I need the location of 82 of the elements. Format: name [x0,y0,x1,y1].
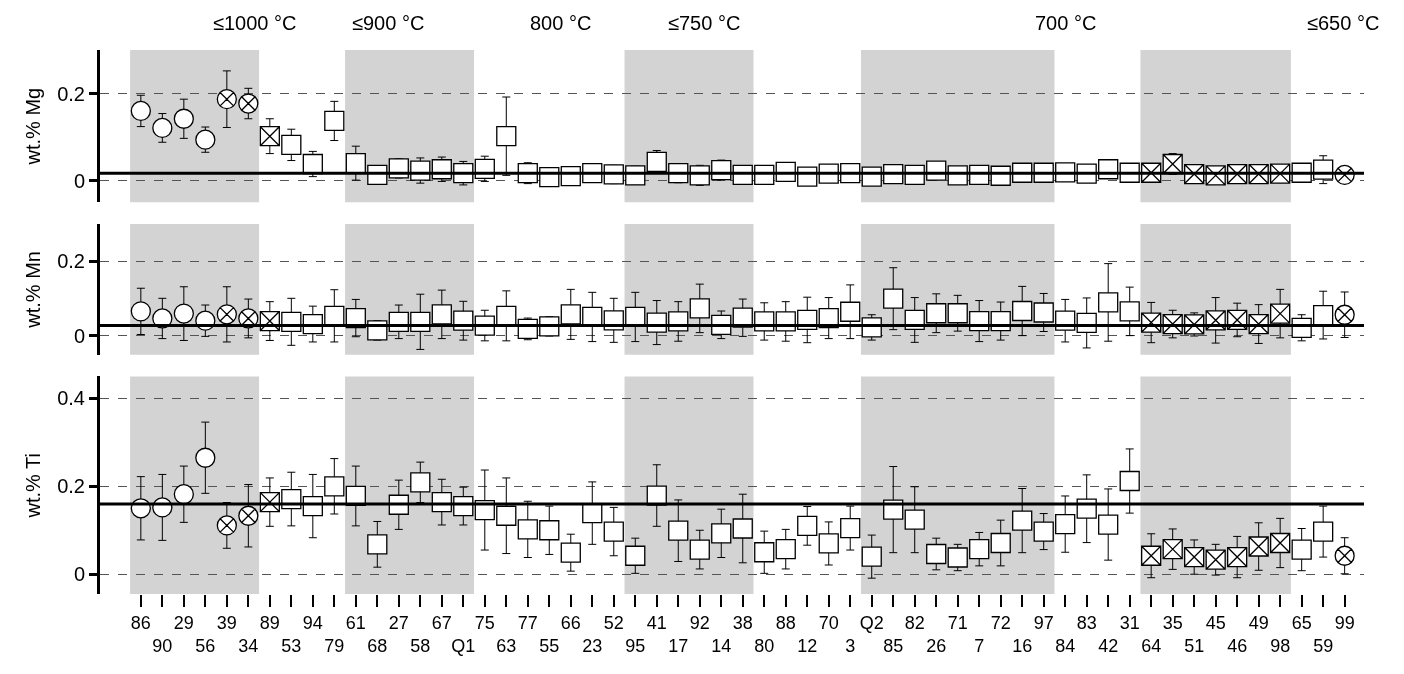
y-axis-title: wt.% Mn [21,251,44,329]
x-tick-label: 89 [259,612,280,633]
text: 800 °C [530,12,592,34]
text: ≤1000 °C [213,12,297,34]
x-tick-label: 27 [388,612,409,633]
x-tick-label: 79 [324,636,345,656]
x-tick-label: 17 [668,636,689,656]
x-tick-label: 41 [646,612,667,633]
point [646,151,667,172]
x-tick-label: 34 [238,636,259,656]
point [345,153,366,174]
x-tick-label: 16 [1012,636,1033,656]
x-tick-label: 31 [1119,612,1140,633]
x-tick-label: 49 [1248,612,1269,633]
x-tick-label: 7 [974,636,985,656]
x-tick-label: 94 [302,612,323,633]
point [431,304,452,325]
x-tick-label: 64 [1141,636,1162,656]
y-axis-title: wt.% Ti [21,452,44,519]
point [1033,302,1054,323]
x-tick-label: 61 [345,612,366,633]
x-tick-label: 45 [1205,612,1226,633]
x-tick-label: 97 [1033,612,1054,633]
point [1012,300,1033,322]
x-tick-label: 29 [173,612,194,633]
text: ≤750 °C [668,12,741,34]
x-tick-label: 12 [797,636,818,656]
x-tick-label: 99 [1334,612,1355,633]
x-tick-label: 86 [130,612,151,633]
x-tick-label: 58 [410,636,431,656]
x-tick-label: 95 [625,636,646,656]
y-tick-label: 0.2 [57,82,85,105]
x-tick-label: 98 [1270,636,1291,656]
x-tick-label: 80 [754,636,775,656]
x-tick-label: 53 [281,636,302,656]
x-tick-label: 77 [517,612,538,633]
x-tick-label: 90 [152,636,173,656]
x-tick-label: 46 [1227,636,1248,656]
x-tick-label: 23 [582,636,603,656]
x-tick-label: 35 [1162,612,1183,633]
x-tick-label: 88 [775,612,796,633]
x-tick-label: 84 [1055,636,1076,656]
point [947,303,968,324]
text: 700 °C [1035,12,1097,34]
x-tick-label: 42 [1098,636,1119,656]
x-tick-label: 67 [431,612,452,633]
x-tick-label: 83 [1076,612,1097,633]
x-tick-label: 38 [732,612,753,633]
text: ≤650 °C [1307,12,1380,34]
x-tick-label: Q2 [859,612,884,633]
y-tick-label: 0.2 [57,475,85,498]
x-tick-label: 3 [845,636,856,656]
x-tick-label: 55 [539,636,560,656]
x-tick-label: 85 [883,636,904,656]
x-tick-label: 82 [904,612,925,633]
x-tick-label: 68 [367,636,388,656]
y-tick-label: 0 [73,324,85,347]
x-tick-label: 14 [711,636,732,656]
y-tick-label: 0.4 [57,387,85,410]
x-tick-label: 75 [474,612,495,633]
y-tick-label: 0 [73,563,85,586]
point [689,298,710,319]
y-tick-label: 0 [73,169,85,192]
x-tick-label: 52 [603,612,624,633]
text: ≤900 °C [352,12,425,34]
point [883,288,904,309]
x-tick-label: Q1 [451,636,476,656]
point [926,303,947,324]
x-tick-label: 71 [947,612,968,633]
x-tick-label: 39 [216,612,237,633]
x-tick-label: 92 [689,612,710,633]
y-tick-label: 0.2 [57,250,85,273]
x-tick-label: 72 [990,612,1011,633]
x-tick-label: 51 [1184,636,1205,656]
x-tick-label: 59 [1313,636,1334,656]
x-tick-label: 56 [195,636,216,656]
x-tick-label: 63 [496,636,517,656]
y-axis-title: wt.% Mg [21,87,44,166]
x-tick-label: 66 [560,612,581,633]
x-tick-label: 65 [1291,612,1312,633]
x-tick-label: 70 [818,612,839,633]
x-tick-label: 26 [926,636,947,656]
